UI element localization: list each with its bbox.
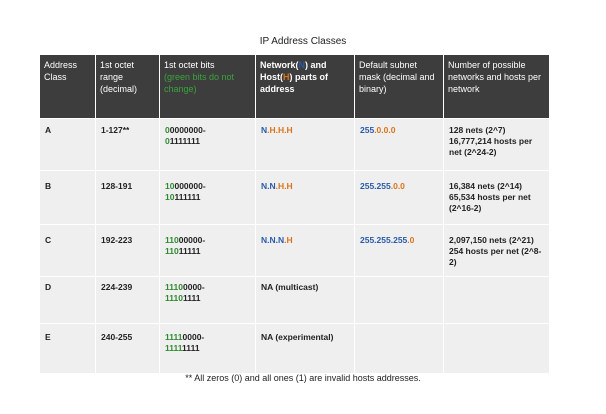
range-cell: 128-191	[96, 171, 159, 224]
mask-cell	[355, 277, 443, 323]
network-host-cell: NA (experimental)	[256, 324, 354, 373]
header-network-host: Network(N) and Host(H) parts of address	[256, 55, 354, 118]
header-networks-hosts: Number of possible networks and hosts pe…	[444, 55, 549, 118]
bits-cell: 11100000- 11101111	[160, 277, 255, 323]
range-cell: 240-255	[96, 324, 159, 373]
network-host-cell: N.N.N.H	[256, 225, 354, 276]
footnote: ** All zeros (0) and all ones (1) are in…	[185, 373, 421, 383]
network-host-cell: NA (multicast)	[256, 277, 354, 323]
class-cell: B	[40, 171, 95, 224]
network-host-cell: N.N.H.H	[256, 171, 354, 224]
count-cell	[444, 277, 549, 323]
bits-cell: 11000000- 11011111	[160, 225, 255, 276]
table-row: A 1-127** 00000000- 01111111 N.H.H.H 255.…	[40, 119, 549, 170]
page-title: IP Address Classes	[259, 36, 347, 47]
count-cell: 16,384 nets (2^14) 65,534 hosts per net …	[444, 171, 549, 224]
header-octet-range: 1st octet range (decimal)	[96, 55, 159, 118]
header-bits-note: (green bits do not change)	[164, 72, 235, 94]
table-row: D 224-239 11100000- 11101111 NA (multicas…	[40, 277, 549, 323]
class-cell: A	[40, 119, 95, 170]
mask-cell: 255.0.0.0	[355, 119, 443, 170]
header-row: Address Class 1st octet range (decimal) …	[40, 55, 549, 118]
mask-cell	[355, 324, 443, 373]
mask-cell: 255.255.255.0	[355, 225, 443, 276]
count-cell	[444, 324, 549, 373]
table-row: B 128-191 10000000- 10111111 N.N.H.H 255.…	[40, 171, 549, 224]
range-cell: 1-127**	[96, 119, 159, 170]
table-row: E 240-255 11110000- 11111111 NA (experime…	[40, 324, 549, 373]
range-cell: 192-223	[96, 225, 159, 276]
class-cell: E	[40, 324, 95, 373]
bits-cell: 10000000- 10111111	[160, 171, 255, 224]
header-subnet-mask: Default subnet mask (decimal and binary)	[355, 55, 443, 118]
count-cell: 128 nets (2^7) 16,777,214 hosts per net …	[444, 119, 549, 170]
bits-cell: 11110000- 11111111	[160, 324, 255, 373]
header-octet-bits: 1st octet bits (green bits do not change)	[160, 55, 255, 118]
mask-cell: 255.255.0.0	[355, 171, 443, 224]
header-address-class: Address Class	[40, 55, 95, 118]
bits-cell: 00000000- 01111111	[160, 119, 255, 170]
class-cell: C	[40, 225, 95, 276]
range-cell: 224-239	[96, 277, 159, 323]
network-host-cell: N.H.H.H	[256, 119, 354, 170]
header-bits-label: 1st octet bits	[164, 60, 215, 70]
class-cell: D	[40, 277, 95, 323]
count-cell: 2,097,150 nets (2^21) 254 hosts per net …	[444, 225, 549, 276]
table-row: C 192-223 11000000- 11011111 N.N.N.H 255.…	[40, 225, 549, 276]
ip-classes-table: Address Class 1st octet range (decimal) …	[39, 54, 550, 374]
